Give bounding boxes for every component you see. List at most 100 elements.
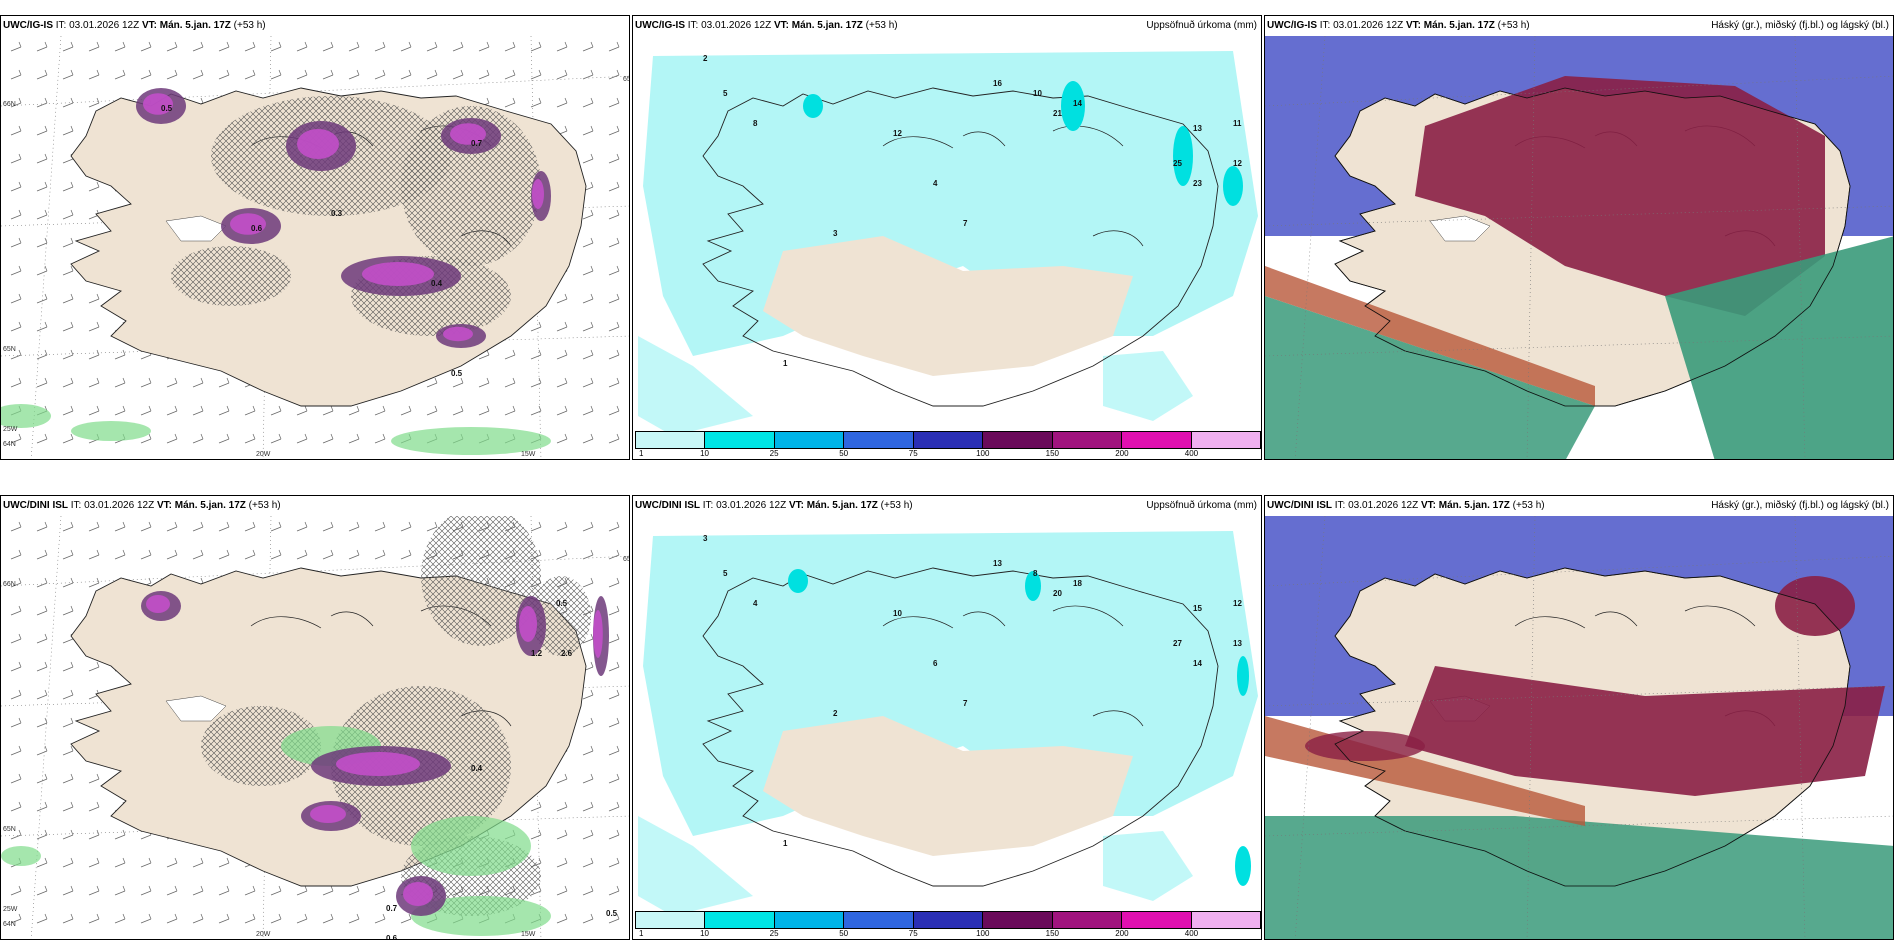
grid-label: 64N xyxy=(3,441,16,448)
value-label: 8 xyxy=(1033,569,1038,578)
colorbar-tick: 25 xyxy=(769,449,779,458)
colorbar-cell xyxy=(1122,912,1192,928)
coastline-detail xyxy=(882,605,1144,727)
value-label: 1 xyxy=(783,359,788,368)
panel-field-title: Uppsöfnuð úrkoma (mm) xyxy=(1146,500,1257,511)
value-label: 23 xyxy=(1193,179,1202,188)
value-label: 0.5 xyxy=(451,369,463,378)
colorbar-cell xyxy=(913,432,984,448)
value-label: 20 xyxy=(1053,589,1062,598)
colorbar-cell xyxy=(844,432,914,448)
value-label: 13 xyxy=(1193,124,1202,133)
panel-field-title: Háský (gr.), miðský (fj.bl.) og lágský (… xyxy=(1711,500,1889,511)
rain-area xyxy=(411,816,531,876)
value-label: 5 xyxy=(723,89,728,98)
panel-header: UWC/IG-IS IT: 03.01.2026 12Z VT: Mán. 5.… xyxy=(633,16,1261,36)
grid-label: 15W xyxy=(521,931,536,938)
value-label: 13 xyxy=(993,559,1002,568)
value-label: 18 xyxy=(1073,579,1082,588)
map-canvas xyxy=(1265,36,1893,459)
value-label: 3 xyxy=(703,534,708,543)
init-time-value: 03.01.2026 12Z xyxy=(716,500,787,511)
valid-time-label: VT: xyxy=(773,20,789,31)
value-label: 0.5 xyxy=(556,599,568,608)
value-label: 0.5 xyxy=(161,104,173,113)
lead-time: (+53 h) xyxy=(865,20,898,31)
value-label: 4 xyxy=(933,179,938,188)
grid-label: 65N xyxy=(3,826,16,833)
precip-10mm-area xyxy=(1237,656,1249,696)
init-time-label: IT: xyxy=(702,500,714,511)
colorbar-cell xyxy=(636,432,706,448)
snow-intensity-core xyxy=(593,610,603,658)
init-time-label: IT: xyxy=(1319,20,1331,31)
panel-header: UWC/IG-IS IT: 03.01.2026 12Z VT: Mán. 5.… xyxy=(1265,16,1893,36)
valid-time-label: VT: xyxy=(1420,500,1436,511)
glacier-patch xyxy=(1429,215,1491,242)
snow-hatch-area xyxy=(201,706,321,786)
grid-label: 25W xyxy=(3,426,18,433)
init-time-value: 03.01.2026 12Z xyxy=(84,500,155,511)
colorbar-tick: 150 xyxy=(1045,929,1060,938)
value-label: 10 xyxy=(1033,89,1042,98)
grid-label: 15W xyxy=(521,451,536,458)
init-time-label: IT: xyxy=(1334,500,1346,511)
model-label: UWC/DINI ISL xyxy=(1267,500,1332,511)
colorbar-tick: 200 xyxy=(1115,929,1129,938)
snow-hatch-area xyxy=(531,576,591,656)
value-label: 15 xyxy=(1193,604,1202,613)
coastline-detail xyxy=(1514,605,1776,727)
value-label: 7 xyxy=(963,219,968,228)
mid-cloud-area xyxy=(1405,666,1885,796)
snow-intensity-core xyxy=(230,213,266,235)
grid-label: 20W xyxy=(256,451,271,458)
init-time-value: 03.01.2026 12Z xyxy=(701,20,772,31)
value-label: 8 xyxy=(753,119,758,128)
snow-hatch-area xyxy=(171,246,291,306)
colorbar-cell xyxy=(774,912,845,928)
colorbar-tick: 25 xyxy=(769,929,779,938)
snow-hatch-area xyxy=(421,516,541,646)
model-label: UWC/DINI ISL xyxy=(3,500,68,511)
snow-intensity-core xyxy=(443,326,473,342)
snow-intensity-core xyxy=(146,595,170,613)
no-precip-land xyxy=(763,236,1133,376)
lead-time: (+53 h) xyxy=(880,500,913,511)
value-label: 14 xyxy=(1073,99,1082,108)
colorbar-tick: 150 xyxy=(1045,449,1060,458)
colorbar-cell xyxy=(913,912,984,928)
panel-clouds-dini: UWC/DINI ISL IT: 03.01.2026 12Z VT: Mán.… xyxy=(1264,495,1894,940)
value-label: 3 xyxy=(833,229,838,238)
init-time-value: 03.01.2026 12Z xyxy=(1348,500,1419,511)
snow-intensity-core xyxy=(143,93,173,115)
valid-time-value: Mán. 5.jan. 17Z xyxy=(791,20,863,31)
value-label: 11 xyxy=(1233,119,1242,128)
valid-time-value: Mán. 5.jan. 17Z xyxy=(174,500,246,511)
value-label: 12 xyxy=(893,129,902,138)
high-cloud-area xyxy=(1265,296,1595,459)
value-label: 2.6 xyxy=(561,649,573,658)
map-canvas: 0.5 0.4 0.7 0.6 1.2 2.6 0.5 66N 65N 64N 65N 25W 20W 1… xyxy=(1,516,629,940)
colorbar-tick: 100 xyxy=(976,929,990,938)
precip-10mm-area xyxy=(1223,166,1243,206)
glacier-patch xyxy=(165,215,227,242)
colorbar-cell xyxy=(983,432,1053,448)
init-time-value: 03.01.2026 12Z xyxy=(69,20,140,31)
value-label: 12 xyxy=(1233,159,1242,168)
panel-precip-type-dini: UWC/DINI ISL IT: 03.01.2026 12Z VT: Mán.… xyxy=(0,495,630,940)
colorbar-tick: 10 xyxy=(700,449,709,458)
value-label: 0.7 xyxy=(471,139,483,148)
snow-intensity-core xyxy=(336,752,420,776)
valid-time-value: Mán. 5.jan. 17Z xyxy=(1423,20,1495,31)
coastline xyxy=(702,567,1219,887)
panel-header: UWC/IG-IS IT: 03.01.2026 12Z VT: Mán. 5.… xyxy=(1,16,629,36)
value-label: 6 xyxy=(933,659,938,668)
precip-10mm-area xyxy=(1235,846,1251,886)
precip-10mm-area xyxy=(803,94,823,118)
colorbar-cell xyxy=(1122,432,1192,448)
value-label: 0.6 xyxy=(386,934,398,940)
colorbar-tick: 400 xyxy=(1184,449,1199,458)
snow-intensity-core xyxy=(362,262,434,286)
valid-time-value: Mán. 5.jan. 17Z xyxy=(806,500,878,511)
value-label: 13 xyxy=(1233,639,1242,648)
